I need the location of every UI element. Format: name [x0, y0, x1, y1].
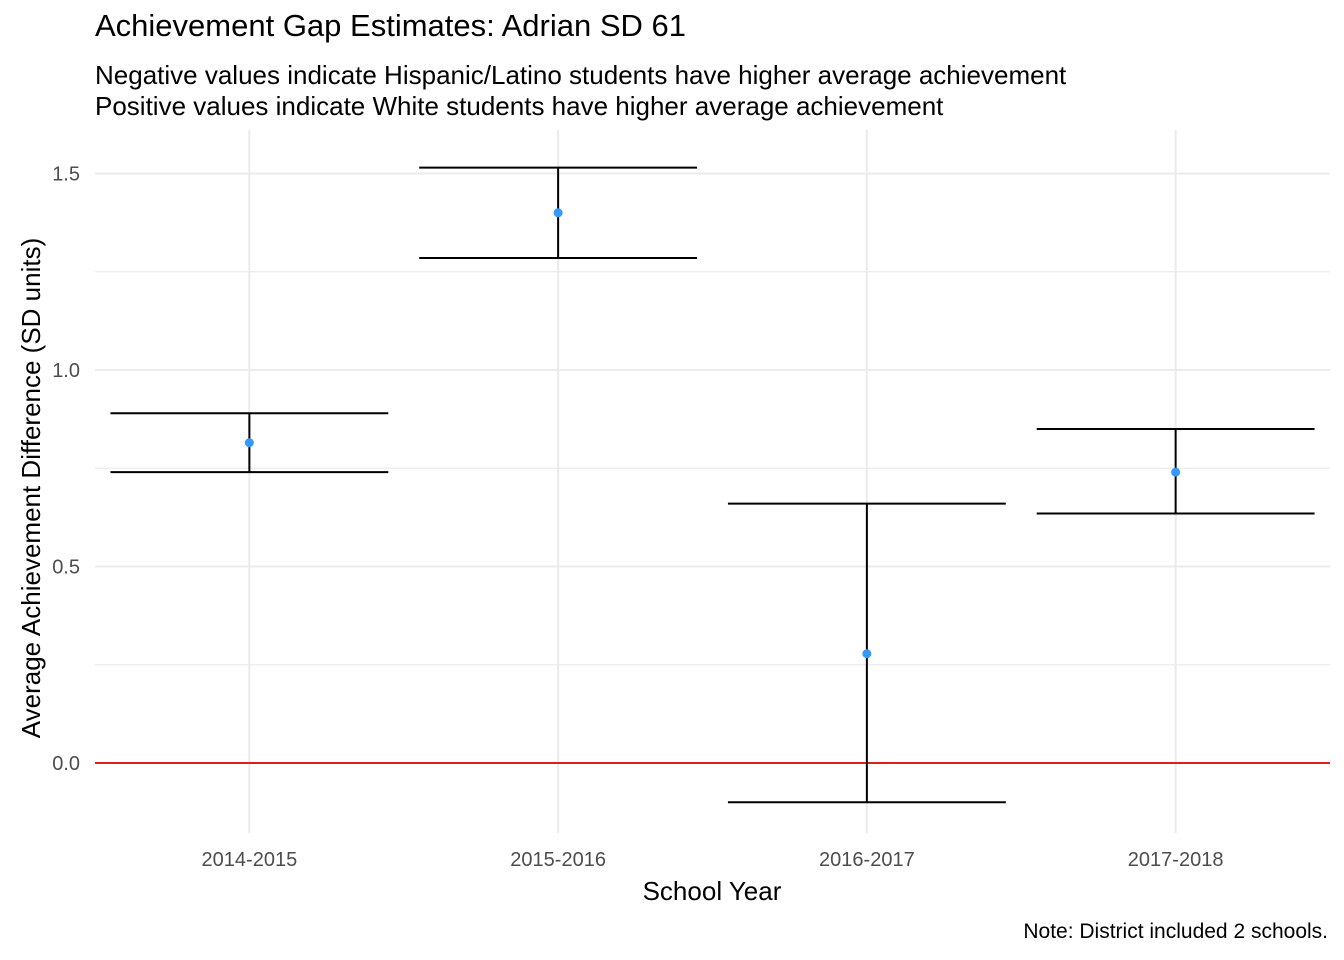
estimate-point — [244, 438, 254, 448]
estimate-point — [553, 208, 563, 218]
errorbar-layer — [110, 166, 1315, 804]
chart-title: Achievement Gap Estimates: Adrian SD 61 — [95, 8, 687, 43]
y-tick-label: 1.5 — [52, 164, 80, 186]
estimate-point — [862, 649, 872, 659]
y-tick-label: 1.0 — [52, 360, 80, 382]
x-tick-label: 2017-2018 — [1128, 849, 1224, 871]
y-axis-title: Average Achievement Difference (SD units… — [16, 238, 46, 739]
estimate-point — [1171, 467, 1181, 477]
y-tick-label: 0.0 — [52, 753, 80, 775]
y-tick-label: 0.5 — [52, 557, 80, 579]
subtitle-line-2: Positive values indicate White students … — [95, 91, 944, 121]
chart-subtitle: Negative values indicate Hispanic/Latino… — [95, 60, 1066, 122]
x-axis-title: School Year — [643, 876, 782, 906]
point-layer — [244, 208, 1181, 659]
x-tick-label: 2015-2016 — [510, 849, 606, 871]
grid-layer — [95, 130, 1330, 833]
chart-caption: Note: District included 2 schools. — [1023, 920, 1328, 943]
tick-label-layer: 0.0 0.5 1.0 1.5 2014-2015 2015-2016 2016-2017 2… — [52, 164, 1223, 872]
x-tick-label: 2014-2015 — [202, 849, 298, 871]
x-tick-label: 2016-2017 — [819, 849, 915, 871]
subtitle-line-1: Negative values indicate Hispanic/Latino… — [95, 60, 1067, 90]
